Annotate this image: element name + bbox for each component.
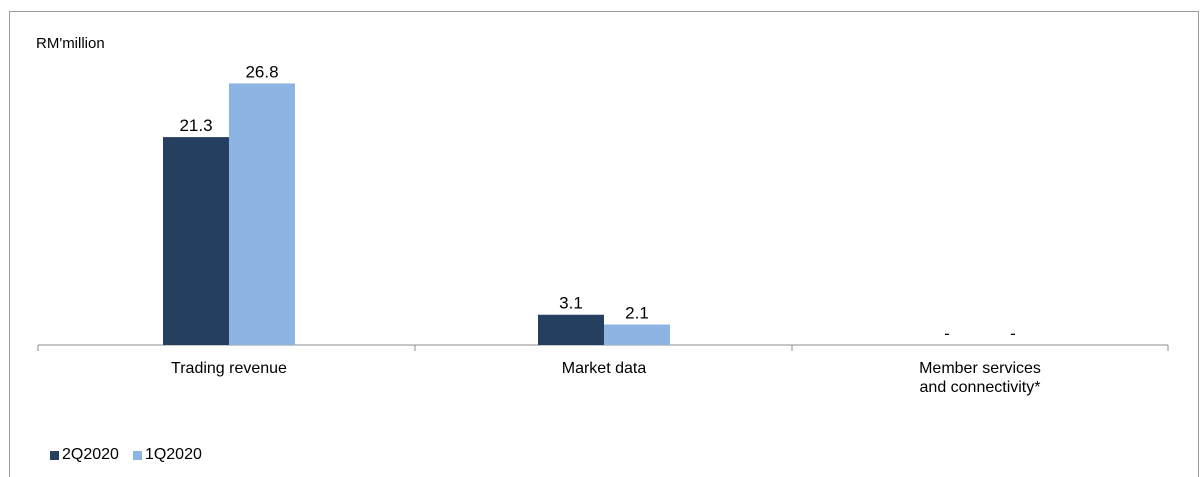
- x-tick-label-2-line-1: and connectivity*: [919, 379, 1041, 396]
- legend-label-series-1: 1Q2020: [144, 446, 202, 463]
- legend-label-series-0: 2Q2020: [62, 446, 119, 463]
- legend-swatch-series-1: [132, 450, 142, 460]
- legend-swatch-series-0: [50, 450, 59, 460]
- bar-series-0-cat-0: [163, 137, 229, 345]
- x-tick-label-1-line-0: Market data: [561, 360, 647, 377]
- x-tick-label-2: Member services and connectivity*: [870, 359, 1090, 397]
- data-label-series-1-cat-1: 2.1: [625, 304, 649, 323]
- x-tick-label-2-line-0: Member services: [919, 360, 1041, 377]
- data-label-series-0-cat-2: -: [944, 324, 950, 343]
- unit-label: RM'million: [36, 35, 105, 52]
- data-label-series-1-cat-0: 26.8: [245, 62, 278, 81]
- legend-item-series-0: 2Q2020: [50, 446, 119, 464]
- bar-series-1-cat-0: [229, 83, 295, 345]
- data-label-series-0-cat-1: 3.1: [559, 294, 583, 313]
- data-label-series-0-cat-0: 21.3: [179, 116, 212, 135]
- data-label-series-1-cat-2: -: [1010, 324, 1016, 343]
- legend-item-series-1: 1Q2020: [132, 446, 202, 464]
- chart-frame: [9, 11, 1199, 477]
- x-tick-label-0: Trading revenue: [119, 359, 339, 378]
- bar-series-1-cat-1: [604, 324, 670, 345]
- x-tick-label-1: Market data: [494, 359, 714, 378]
- bar-series-0-cat-1: [538, 314, 604, 345]
- legend: 2Q2020 1Q2020: [50, 446, 216, 464]
- x-tick-label-0-line-0: Trading revenue: [171, 360, 287, 377]
